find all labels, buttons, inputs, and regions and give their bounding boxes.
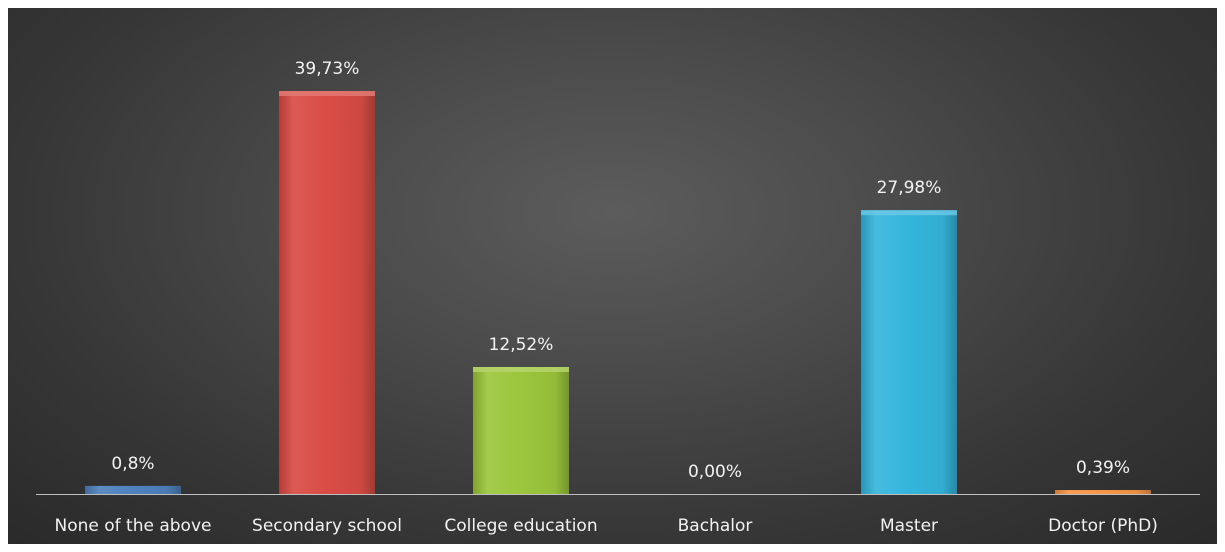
data-label-3: 0,00% xyxy=(688,462,742,482)
bar-0 xyxy=(85,485,181,494)
category-label-3: Bachalor xyxy=(678,516,753,536)
data-label-5: 0,39% xyxy=(1076,458,1130,478)
bar-1 xyxy=(279,91,375,494)
category-label-1: Secondary school xyxy=(252,516,402,536)
data-label-1: 39,73% xyxy=(295,59,360,79)
bar-bevel-4 xyxy=(861,210,957,216)
bar-5 xyxy=(1055,490,1151,494)
bar-4 xyxy=(861,210,957,494)
category-label-4: Master xyxy=(880,516,938,536)
category-label-5: Doctor (PhD) xyxy=(1048,516,1158,536)
bar-2 xyxy=(473,367,569,494)
data-label-4: 27,98% xyxy=(877,178,942,198)
bar-bevel-1 xyxy=(279,91,375,97)
data-label-2: 12,52% xyxy=(489,335,554,355)
category-label-2: College education xyxy=(444,516,597,536)
data-label-0: 0,8% xyxy=(111,454,154,474)
plot-area xyxy=(8,8,1217,544)
bar-bevel-2 xyxy=(473,367,569,373)
category-label-0: None of the above xyxy=(55,516,212,536)
